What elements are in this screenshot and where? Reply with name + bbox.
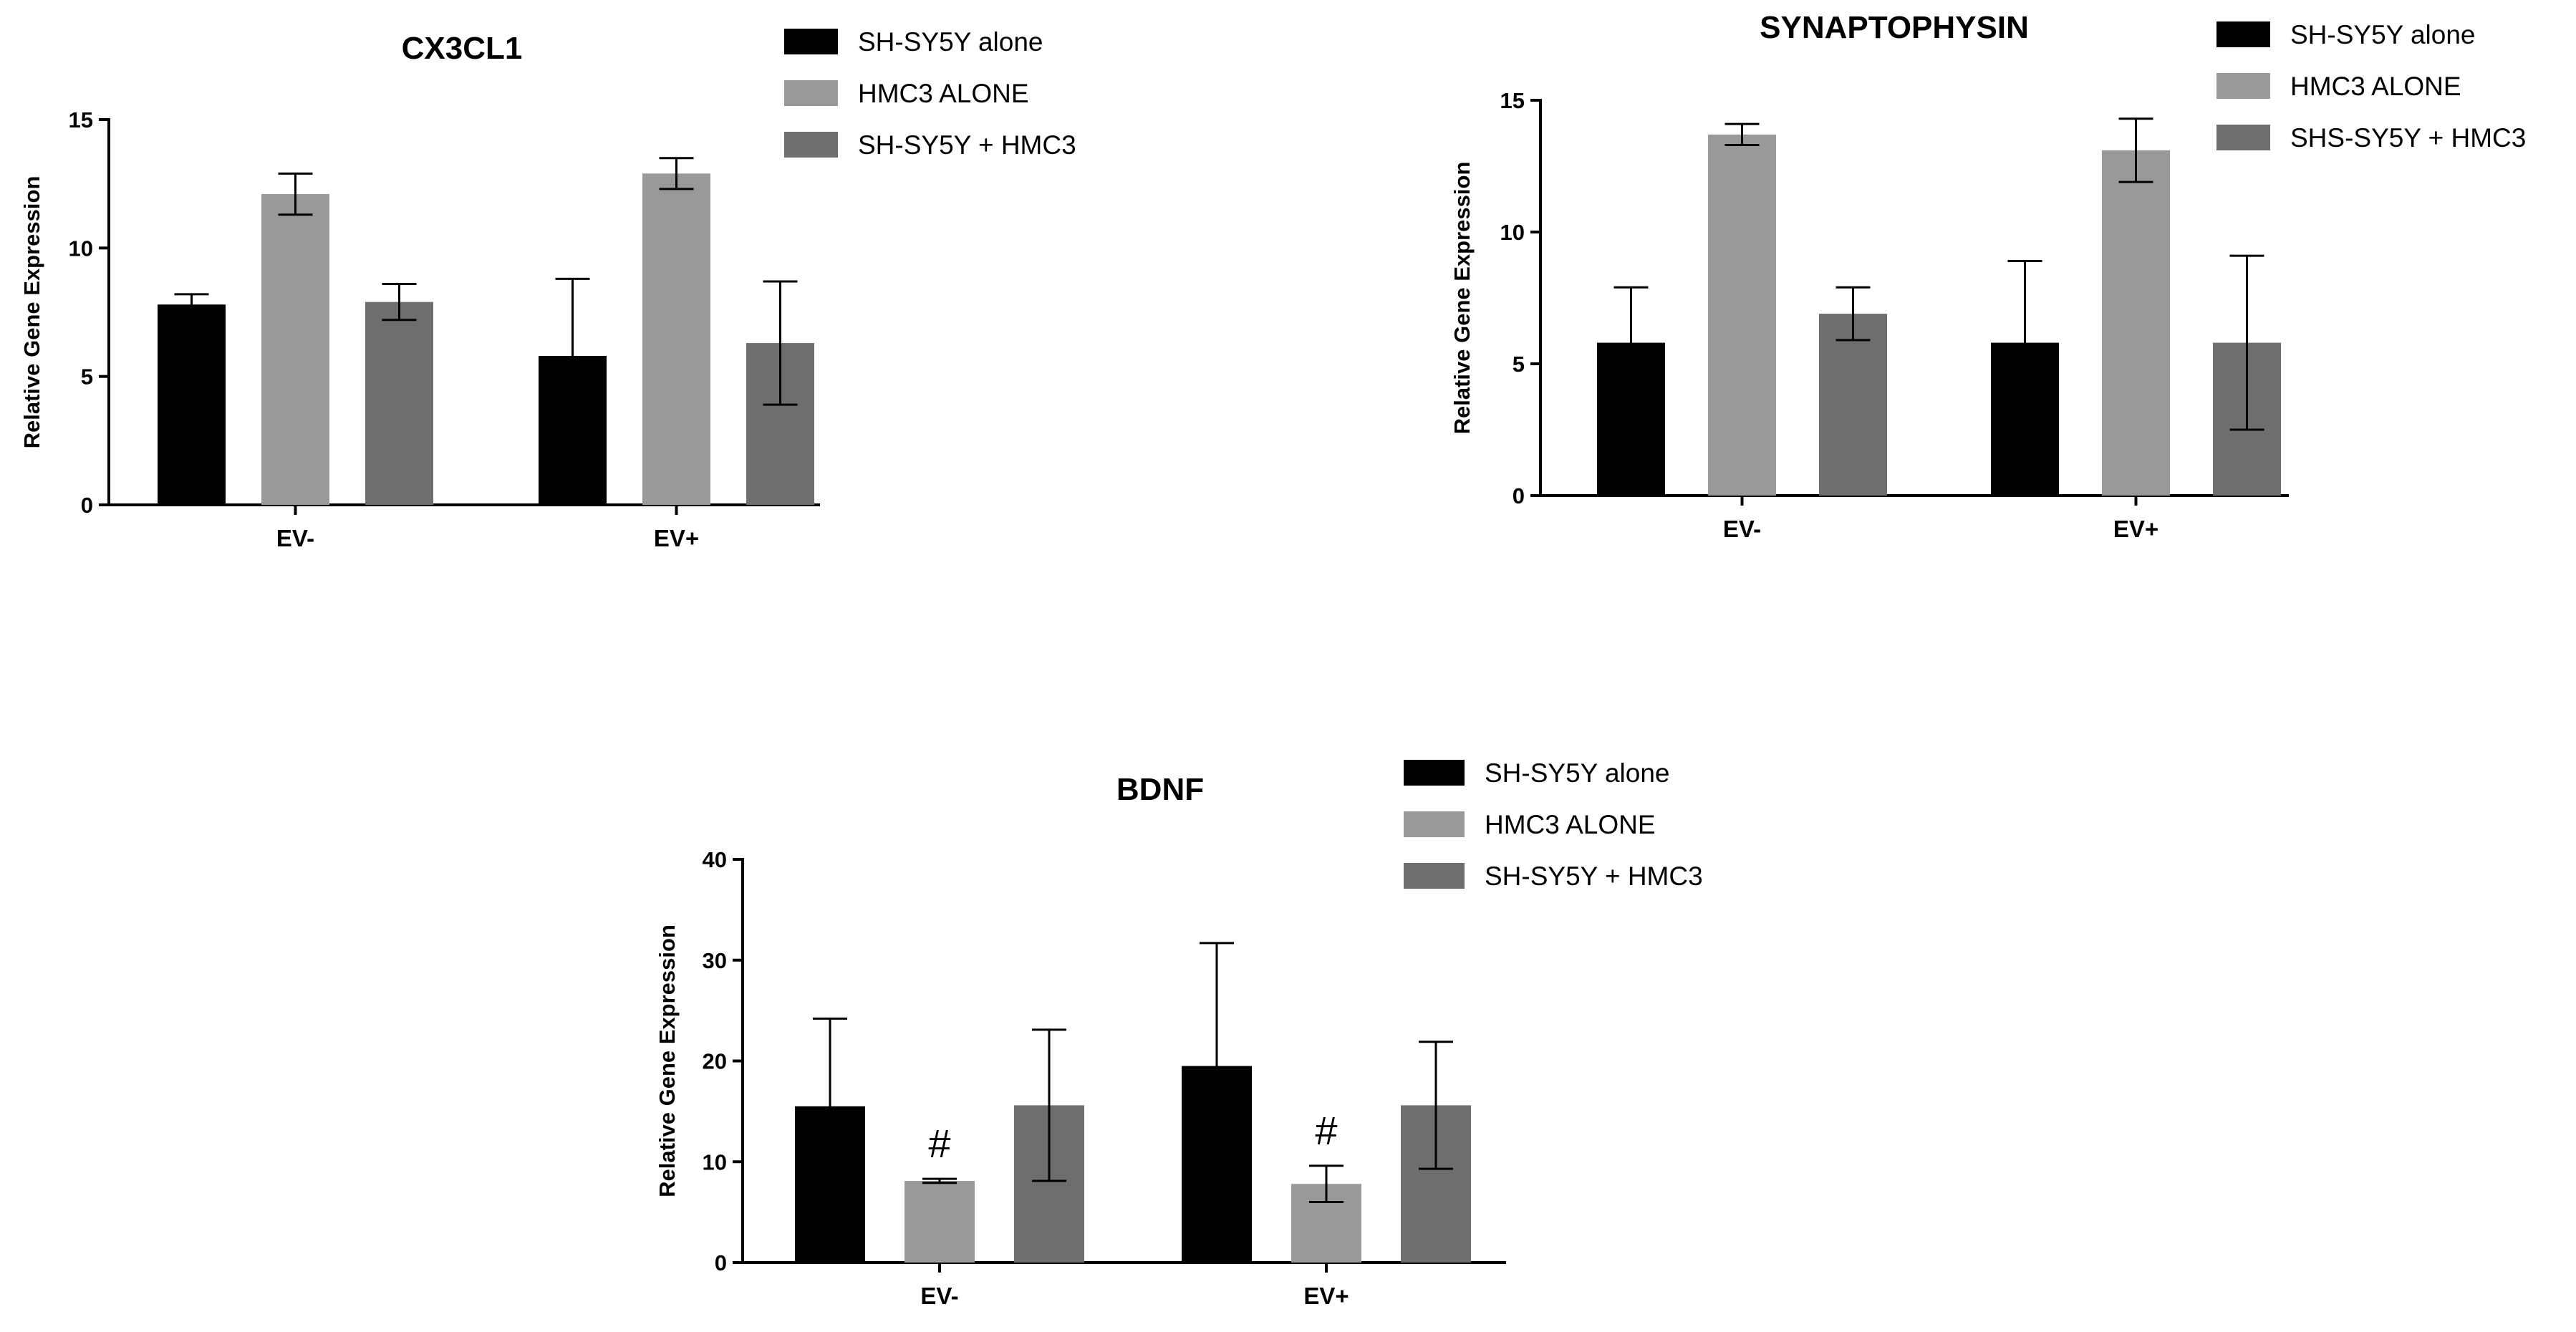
bar	[905, 1180, 975, 1263]
legend-swatch	[2216, 73, 2270, 99]
bar	[158, 304, 226, 505]
chart-title: CX3CL1	[402, 31, 523, 66]
y-axis-label: Relative Gene Expression	[655, 925, 680, 1197]
chart-title: SYNAPTOPHYSIN	[1760, 10, 2029, 45]
significance-annotation: #	[928, 1121, 950, 1166]
synaptophysin-panel: SYNAPTOPHYSIN Relative Gene Expression 0 5 1…	[1449, 10, 2526, 542]
y-tick-label: 10	[1500, 220, 1525, 245]
legend-label: HMC3 ALONE	[858, 79, 1029, 108]
legend-swatch	[2216, 125, 2270, 150]
y-tick-label: 40	[703, 847, 727, 872]
y-tick-label: 15	[69, 107, 93, 132]
legend-label: HMC3 ALONE	[1485, 810, 1656, 839]
legend-swatch	[2216, 21, 2270, 47]
legend-label: HMC3 ALONE	[2290, 72, 2461, 101]
bdnf-panel: BDNF Relative Gene Expression 0 10 20 30 40 EV-…	[655, 758, 1703, 1309]
x-tick-label: EV-	[276, 525, 314, 551]
y-tick-label: 0	[715, 1250, 727, 1275]
legend-swatch	[1404, 811, 1465, 837]
legend-swatch	[1404, 760, 1465, 786]
y-tick-label: 30	[703, 948, 727, 973]
legend-swatch	[784, 132, 838, 158]
legend-label: SHS-SY5Y + HMC3	[2290, 123, 2526, 153]
y-tick-label: 10	[69, 236, 93, 261]
y-tick-label: 20	[703, 1049, 727, 1074]
y-tick-label: 10	[703, 1149, 727, 1174]
cx3cl1-panel: CX3CL1 Relative Gene Expression 0 5 10 15 EV- E…	[19, 27, 1076, 551]
chart-title: BDNF	[1116, 772, 1204, 807]
legend-swatch	[784, 80, 838, 106]
legend-label: SH-SY5Y + HMC3	[1485, 862, 1703, 891]
legend-swatch	[784, 29, 838, 54]
x-tick-label: EV-	[920, 1283, 958, 1309]
legend-label: SH-SY5Y + HMC3	[858, 130, 1076, 160]
y-tick-label: 0	[81, 493, 93, 518]
x-tick-label: EV+	[2113, 516, 2158, 542]
x-tick-label: EV-	[1723, 516, 1761, 542]
x-tick-label: EV+	[1303, 1283, 1349, 1309]
significance-annotation: #	[1315, 1108, 1337, 1153]
y-tick-label: 5	[1513, 352, 1525, 377]
y-tick-label: 15	[1500, 88, 1525, 113]
legend-label: SH-SY5Y alone	[1485, 758, 1669, 788]
y-tick-label: 5	[81, 365, 93, 390]
y-tick-label: 0	[1513, 483, 1525, 508]
legend-swatch	[1404, 863, 1465, 889]
legend-label: SH-SY5Y alone	[858, 27, 1043, 57]
legend-label: SH-SY5Y alone	[2290, 20, 2475, 49]
bar	[261, 194, 329, 505]
bar	[2102, 150, 2170, 496]
bar	[1819, 314, 1887, 496]
bar	[365, 301, 433, 505]
bar	[642, 173, 710, 505]
y-axis-label: Relative Gene Expression	[1449, 162, 1475, 435]
y-axis-label: Relative Gene Expression	[19, 176, 44, 449]
x-tick-label: EV+	[654, 525, 699, 551]
bar	[1708, 134, 1776, 496]
